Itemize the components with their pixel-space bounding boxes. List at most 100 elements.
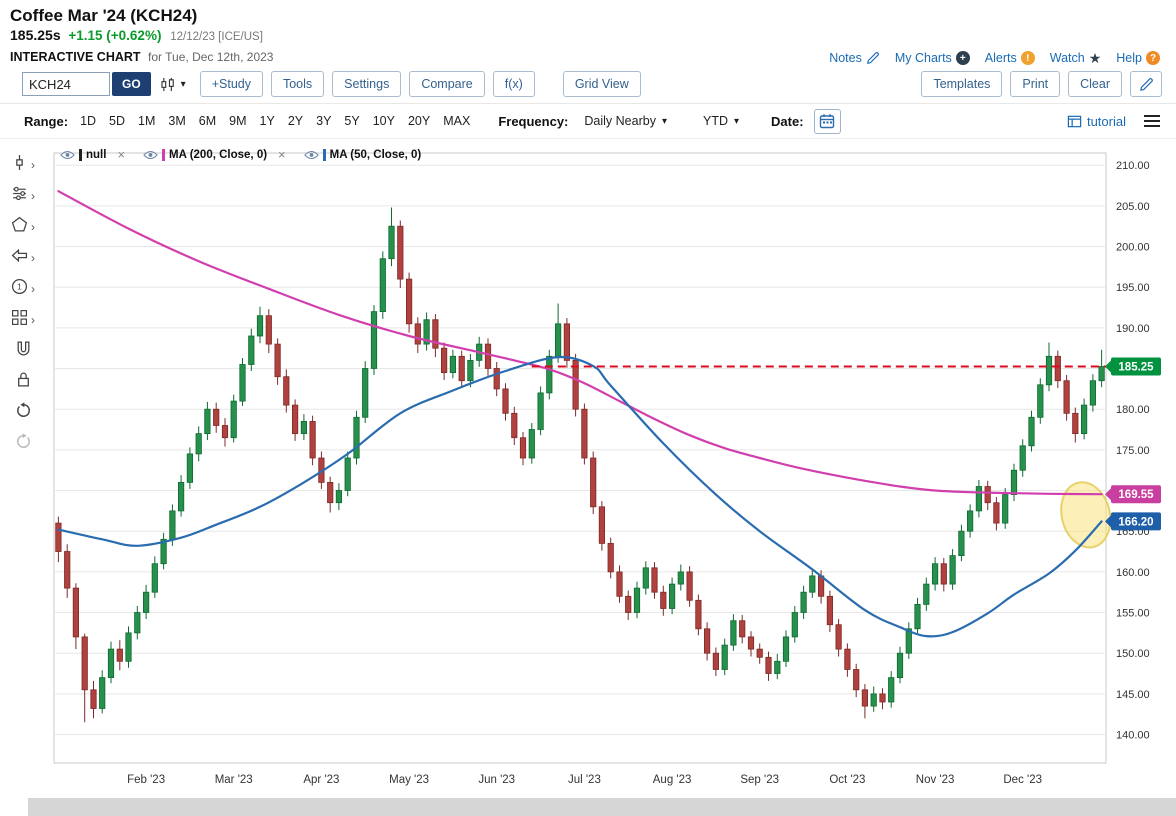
- compare-button[interactable]: Compare: [409, 71, 485, 97]
- svg-text:Sep '23: Sep '23: [740, 774, 779, 786]
- grid-view-button[interactable]: Grid View: [562, 71, 641, 97]
- bottom-strip: [28, 798, 1176, 816]
- svg-text:160.00: 160.00: [1116, 567, 1150, 579]
- rail-studies-tool-icon[interactable]: ›: [4, 184, 42, 208]
- legend-item-null: null ×: [60, 147, 125, 162]
- svg-text:210.00: 210.00: [1116, 160, 1150, 172]
- svg-text:Nov '23: Nov '23: [916, 774, 955, 786]
- rail-arrow-tool-icon[interactable]: ›: [4, 246, 42, 270]
- svg-text:169.55: 169.55: [1118, 489, 1154, 501]
- quicklink-label: Notes: [829, 51, 862, 65]
- chart-legend: null × MA (200, Close, 0) × MA (50, Close, 0…: [60, 147, 421, 162]
- svg-text:200.00: 200.00: [1116, 242, 1150, 254]
- frequency-select[interactable]: Daily Nearby ▾: [578, 112, 673, 130]
- draw-annotation-button[interactable]: [1130, 71, 1162, 97]
- close-icon[interactable]: ×: [278, 147, 286, 162]
- rail-shapes-tool-icon[interactable]: ›: [4, 215, 42, 239]
- symbol-options-icon[interactable]: ▾: [159, 77, 186, 92]
- visibility-eye-icon[interactable]: [143, 150, 158, 160]
- quicklink-alerts[interactable]: Alerts!: [985, 51, 1035, 65]
- clear-button[interactable]: Clear: [1068, 71, 1122, 97]
- submenu-chevron-icon: ›: [31, 158, 35, 172]
- symbol-input[interactable]: [22, 72, 110, 96]
- ma-200-close-0-line: [57, 190, 1103, 496]
- visibility-eye-icon[interactable]: [60, 150, 75, 160]
- close-icon[interactable]: ×: [117, 147, 126, 162]
- rail-lock-icon[interactable]: [4, 370, 42, 394]
- quicklink-my-charts[interactable]: My Charts +: [895, 51, 970, 65]
- range-3y[interactable]: 3Y: [316, 114, 332, 128]
- tutorial-icon: [1067, 115, 1082, 127]
- settings-button[interactable]: Settings: [332, 71, 402, 97]
- redo-icon: [15, 433, 32, 455]
- svg-text:Feb '23: Feb '23: [127, 774, 165, 786]
- range-20y[interactable]: 20Y: [407, 114, 431, 128]
- range-max[interactable]: MAX: [443, 114, 471, 128]
- svg-text:145.00: 145.00: [1116, 689, 1150, 701]
- tutorial-link[interactable]: tutorial: [1067, 114, 1126, 129]
- submenu-chevron-icon: ›: [31, 313, 35, 327]
- price-change: +1.15 (+0.62%): [68, 28, 162, 43]
- rail-undo-icon[interactable]: [4, 401, 42, 425]
- menu-icon[interactable]: [1142, 110, 1162, 132]
- range-2y[interactable]: 2Y: [287, 114, 304, 128]
- f-x-button[interactable]: f(x): [492, 71, 535, 97]
- page-title: Coffee Mar '24 (KCH24): [10, 6, 198, 25]
- templates-button[interactable]: Templates: [921, 71, 1003, 97]
- legend-label: MA (200, Close, 0): [169, 148, 268, 161]
- tools-button[interactable]: Tools: [270, 71, 325, 97]
- chevron-down-icon: ▾: [180, 78, 186, 90]
- quicklink-label: My Charts: [894, 51, 952, 65]
- y-axis-labels[interactable]: 210.00205.00200.00195.00190.00185.00180.…: [1116, 160, 1150, 741]
- rail-redo-icon[interactable]: [4, 432, 42, 456]
- svg-text:185.25: 185.25: [1118, 362, 1154, 374]
- series-color-bar: [322, 148, 326, 161]
- lock-icon: [15, 371, 32, 393]
- candlesticks: [55, 207, 1105, 723]
- go-button[interactable]: GO: [112, 72, 151, 96]
- range-3m[interactable]: 3M: [168, 114, 186, 128]
- calendar-button[interactable]: [813, 108, 841, 134]
- drawing-tools-rail: › › › › 1 › ›: [0, 139, 46, 816]
- visibility-eye-icon[interactable]: [303, 150, 319, 160]
- range-1y[interactable]: 1Y: [259, 114, 275, 128]
- quicklink-notes[interactable]: Notes: [829, 51, 880, 65]
- range-10y[interactable]: 10Y: [372, 114, 395, 128]
- chart-toolbar: GO ▾ +Study Tools Settings Compare f(x) Grid …: [0, 65, 1176, 104]
- range-1d[interactable]: 1D: [80, 114, 97, 128]
- print-button[interactable]: Print: [1010, 71, 1061, 97]
- notes-icon: [866, 51, 880, 65]
- submenu-chevron-icon: ›: [31, 251, 35, 265]
- rail-number-tool-icon[interactable]: 1 ›: [4, 277, 42, 301]
- range-9m[interactable]: 9M: [229, 114, 247, 128]
- rail-pointer-tool-icon[interactable]: ›: [4, 153, 42, 177]
- calendar-icon: [819, 114, 835, 129]
- plot-background: [53, 152, 1107, 764]
- layout-tool-icon: [11, 309, 28, 331]
- pointer-tool-icon: [11, 154, 28, 176]
- svg-text:190.00: 190.00: [1116, 323, 1150, 335]
- chevron-down-icon: ▾: [733, 115, 740, 127]
- svg-text:150.00: 150.00: [1116, 648, 1150, 660]
- quick-links: Notes My Charts + Alerts! Watch ★ Help?: [829, 51, 1160, 65]
- quicklink-watch[interactable]: Watch ★: [1050, 51, 1102, 65]
- period-select[interactable]: YTD ▾: [697, 112, 745, 130]
- period-value: YTD: [702, 114, 728, 128]
- price-chart[interactable]: 210.00205.00200.00195.00190.00185.00180.…: [46, 139, 1174, 797]
- arrow-tool-icon: [11, 247, 28, 269]
- mini-candles-icon: [161, 77, 174, 91]
- plus-circle-icon: +: [955, 51, 970, 65]
- range-5y[interactable]: 5Y: [344, 114, 360, 128]
- svg-text:Oct '23: Oct '23: [829, 774, 865, 786]
- x-axis-labels[interactable]: Feb '23 Mar '23 Apr '23 May '23 Jun '23 Jul '…: [127, 774, 1042, 786]
- range-1m[interactable]: 1M: [138, 114, 156, 128]
- range-5d[interactable]: 5D: [109, 114, 126, 128]
- range-6m[interactable]: 6M: [198, 114, 217, 128]
- study-button[interactable]: +Study: [199, 71, 263, 97]
- svg-text:Apr '23: Apr '23: [303, 774, 339, 786]
- star-icon: ★: [1088, 50, 1102, 66]
- rail-magnet-icon[interactable]: [4, 339, 42, 363]
- rail-layout-tool-icon[interactable]: ›: [4, 308, 42, 332]
- svg-text:Jun '23: Jun '23: [478, 774, 515, 786]
- quicklink-help[interactable]: Help?: [1116, 51, 1160, 65]
